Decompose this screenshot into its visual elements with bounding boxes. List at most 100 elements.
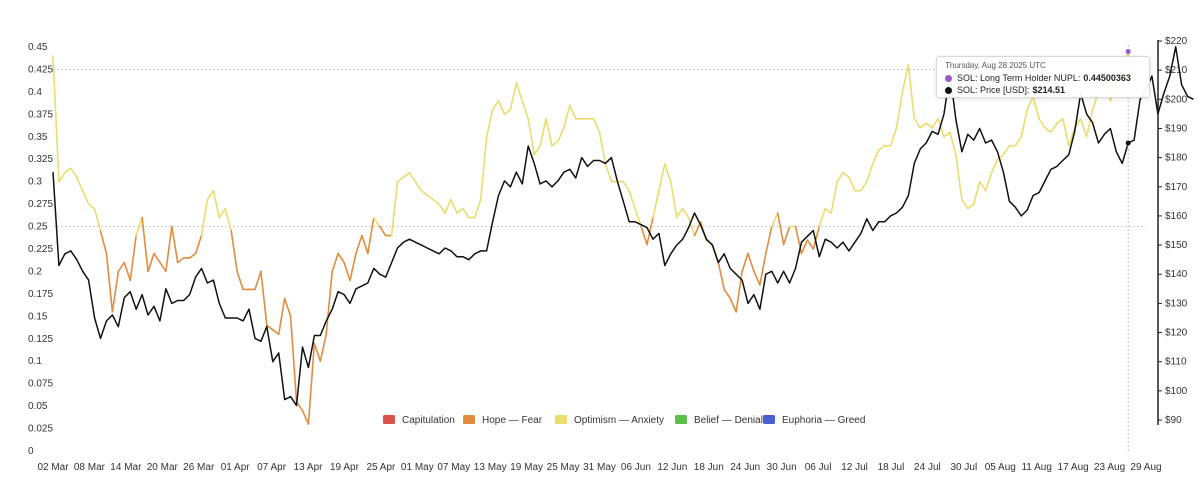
nupl-line-segment [765, 225, 773, 255]
nupl-line-segment [592, 118, 601, 134]
price-line [52, 46, 1194, 407]
x-tick-label: 25 May [547, 462, 580, 473]
left-tick-label: 0.3 [28, 177, 42, 188]
nupl-line-segment [444, 198, 452, 214]
legend-label: Hope — Fear [482, 415, 543, 426]
nupl-line-segment [984, 171, 993, 192]
nupl-line-segment [301, 409, 310, 425]
right-tick-label: $180 [1165, 153, 1188, 164]
nupl-line-segment [87, 203, 96, 210]
right-tick-label: $150 [1165, 240, 1188, 251]
left-tick-label: 0.4 [28, 87, 42, 98]
nupl-line-segment [337, 252, 345, 264]
nupl-line-segment [539, 118, 547, 147]
nupl-line-segment [901, 64, 910, 93]
nupl-line-segment [836, 171, 844, 183]
x-tick-label: 13 Apr [294, 462, 324, 473]
left-tick-label: 0.05 [28, 401, 48, 412]
nupl-line-segment [307, 342, 316, 425]
legend-swatch [463, 415, 475, 424]
nupl-line-segment [485, 109, 494, 138]
tooltip-nupl-label: SOL: Long Term Holder NUPL: [957, 73, 1081, 83]
left-tick-label: 0.225 [28, 244, 53, 255]
nupl-line-segment [1044, 127, 1052, 134]
nupl-line-segment [830, 180, 838, 214]
left-tick-label: 0.1 [28, 356, 42, 367]
nupl-line-segment [640, 225, 648, 246]
nupl-line-segment [759, 252, 767, 286]
nupl-line-segment [165, 225, 173, 273]
nupl-line-segment [652, 189, 660, 219]
x-tick-label: 02 Mar [37, 462, 69, 473]
nupl-line-segment [669, 180, 678, 219]
nupl-line-segment [889, 127, 898, 147]
nupl-line-segment [349, 252, 357, 282]
left-tick-label: 0.15 [28, 311, 48, 322]
nupl-line-segment [972, 180, 981, 205]
x-tick-label: 11 Aug [1021, 462, 1051, 473]
price-dot-icon [945, 86, 952, 94]
nupl-line-segment [313, 342, 322, 363]
nupl-line-segment [212, 189, 221, 219]
nupl-line-segment [200, 198, 209, 237]
left-tick-label: 0.025 [28, 424, 53, 435]
nupl-line-segment [1056, 118, 1064, 125]
x-tick-label: 18 Jul [878, 462, 905, 473]
nupl-line-segment [800, 239, 809, 255]
x-tick-label: 20 Mar [147, 462, 179, 473]
nupl-line-segment [563, 104, 571, 129]
nupl-line-segment [996, 153, 1005, 161]
nupl-line-segment [331, 252, 339, 273]
nupl-line-segment [1002, 144, 1011, 156]
nupl-line-segment [568, 104, 577, 120]
right-tick-label: $130 [1165, 298, 1188, 309]
x-tick-label: 29 Aug [1130, 462, 1161, 473]
nupl-line-segment [230, 230, 238, 273]
x-tick-label: 25 Apr [366, 462, 396, 473]
nupl-line-segment [414, 180, 423, 192]
nupl-line-segment [58, 171, 66, 183]
nupl-line-segment [289, 315, 298, 403]
nupl-line-segment [479, 135, 488, 201]
x-tick-label: 14 Mar [110, 462, 142, 473]
nupl-line-segment [966, 203, 975, 210]
nupl-line-segment [277, 297, 286, 336]
nupl-line-segment [717, 261, 726, 291]
nupl-line-segment [283, 297, 292, 318]
nupl-line-segment [218, 207, 227, 219]
nupl-line-segment [628, 189, 636, 210]
nupl-line-segment [770, 212, 779, 228]
tooltip-row-price: SOL: Price [USD]: $214.51 [945, 84, 1141, 96]
nupl-dot-icon [945, 74, 952, 82]
left-tick-label: 0.25 [28, 222, 48, 233]
tooltip-price-value: $214.51 [1032, 85, 1066, 95]
x-tick-label: 01 May [401, 462, 434, 473]
nupl-line-segment [533, 144, 541, 156]
nupl-line-segment [907, 64, 916, 120]
nupl-line-segment [1062, 118, 1070, 147]
nupl-line-segment [866, 162, 874, 183]
nupl-line-segment [812, 225, 821, 250]
x-tick-label: 07 Apr [257, 462, 287, 473]
legend-label: Optimism — Anxiety [574, 415, 664, 426]
nupl-line-segment [848, 176, 856, 192]
nupl-line-segment [378, 225, 387, 237]
nupl-line-segment [521, 100, 530, 120]
nupl-line-segment [675, 207, 684, 219]
left-tick-label: 0.275 [28, 199, 53, 210]
nupl-line-segment [319, 333, 328, 363]
nupl-line-segment [194, 234, 203, 255]
legend-label: Capitulation [402, 415, 455, 426]
nupl-line-segment [646, 216, 654, 246]
nupl-line-segment [931, 118, 939, 129]
nupl-line-segment [658, 162, 666, 192]
nupl-line-segment [545, 118, 553, 147]
nupl-line-segment [824, 207, 832, 214]
nupl-line-segment [527, 118, 535, 156]
nupl-line-segment [497, 100, 506, 116]
right-tick-label: $160 [1165, 211, 1188, 222]
legend-swatch [675, 415, 687, 424]
nupl-line-segment [64, 167, 72, 174]
nupl-line-segment [171, 225, 179, 264]
